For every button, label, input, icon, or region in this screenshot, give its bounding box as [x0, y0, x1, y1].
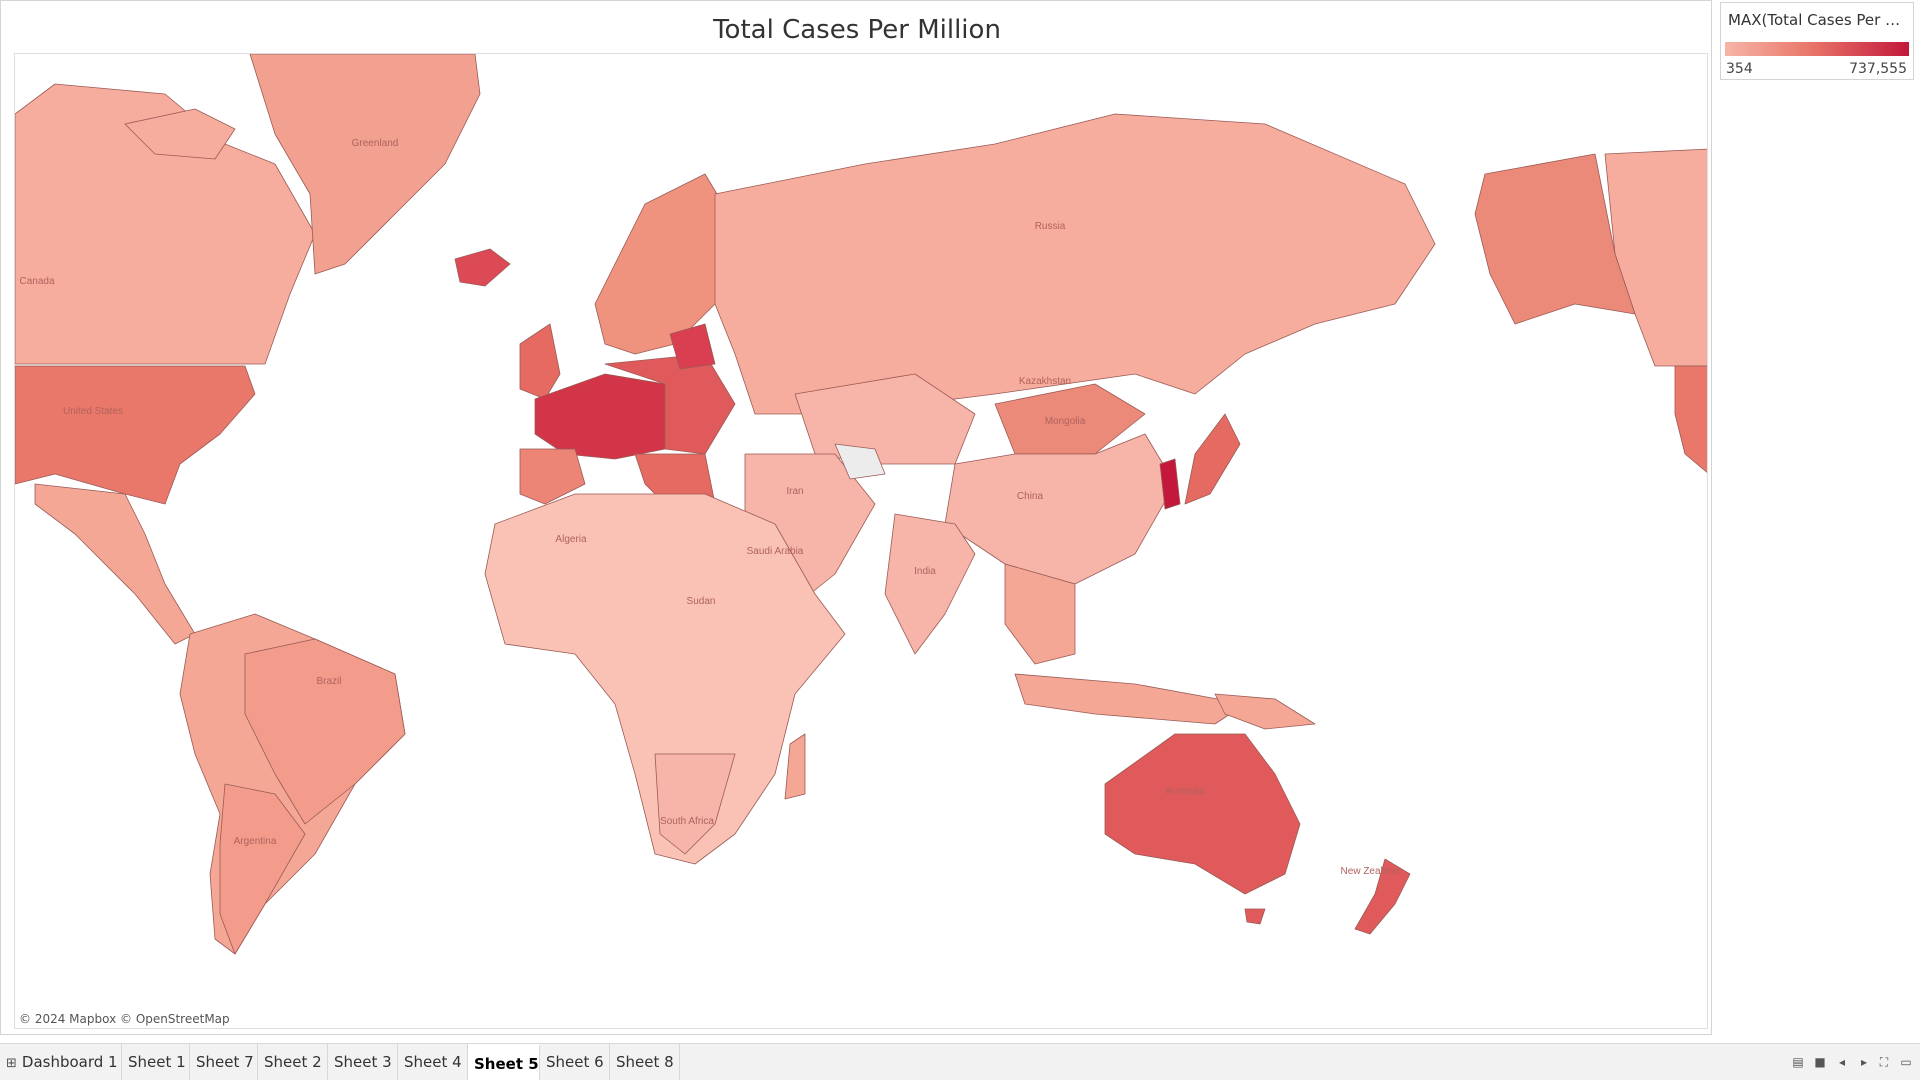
show-filmstrip-icon[interactable]: ■	[1814, 1055, 1826, 1069]
region-mexico-central-america	[34, 483, 196, 645]
label-greenland: Greenland	[352, 138, 399, 149]
region-uncolored-turkmenistan	[834, 443, 886, 480]
label-new-zealand: New Zealand	[1341, 866, 1400, 877]
label-south-africa: South Africa	[660, 816, 714, 827]
label-australia: Australia	[1166, 786, 1205, 797]
region-australia	[1104, 733, 1301, 895]
region-greenland	[249, 54, 481, 275]
color-legend[interactable]: MAX(Total Cases Per M... 354 737,555	[1720, 2, 1914, 80]
choropleth-map[interactable]: Greenland Canada United States Russia Ka…	[14, 53, 1708, 1029]
world-map-svg[interactable]: Greenland Canada United States Russia Ka…	[15, 54, 1708, 1029]
label-sudan: Sudan	[687, 596, 716, 607]
tab-sheet-1[interactable]: Sheet 1	[122, 1044, 190, 1080]
region-china	[944, 433, 1176, 585]
region-brazil	[244, 638, 406, 825]
worksheet-panel: Total Cases Per Million	[0, 0, 1712, 1035]
map-attribution[interactable]: © 2024 Mapbox © OpenStreetMap	[19, 1012, 230, 1026]
region-africa	[484, 493, 846, 865]
region-scandinavia	[594, 173, 736, 355]
tab-sheet-3[interactable]: Sheet 3	[328, 1044, 398, 1080]
region-southern-africa	[654, 753, 736, 855]
label-india: India	[914, 566, 936, 577]
region-new-zealand	[1354, 858, 1411, 935]
dashboard-grid-icon: ⊞	[6, 1056, 17, 1071]
label-china: China	[1017, 491, 1044, 502]
region-alaska	[1474, 153, 1636, 325]
tab-sheet-2[interactable]: Sheet 2	[258, 1044, 328, 1080]
label-saudi-arabia: Saudi Arabia	[747, 546, 804, 557]
region-baltics	[669, 323, 716, 370]
region-arctic-islands	[124, 108, 236, 160]
label-russia: Russia	[1035, 221, 1066, 232]
presentation-mode-icon[interactable]: ▭	[1900, 1055, 1912, 1069]
region-indonesia	[1014, 673, 1246, 725]
tab-sheet-7[interactable]: Sheet 7	[190, 1044, 258, 1080]
tab-label: Dashboard 1	[21, 1053, 118, 1071]
legend-max-value: 737,555	[1849, 61, 1907, 77]
region-iceland	[454, 248, 511, 287]
region-japan	[1184, 413, 1241, 505]
region-uk	[519, 323, 561, 400]
tab-sheet-4[interactable]: Sheet 4	[398, 1044, 468, 1080]
label-canada: Canada	[19, 276, 54, 287]
region-canada	[15, 83, 316, 365]
region-korea	[1159, 458, 1181, 510]
tab-sheet-6[interactable]: Sheet 6	[540, 1044, 610, 1080]
label-argentina: Argentina	[234, 836, 277, 847]
region-alaska-east	[1604, 148, 1707, 367]
previous-sheet-icon[interactable]: ◂	[1838, 1055, 1846, 1069]
region-mongolia	[994, 383, 1146, 455]
label-kazakhstan: Kazakhstan	[1019, 376, 1071, 387]
region-usa	[15, 365, 256, 505]
tab-sheet-5[interactable]: Sheet 5	[468, 1044, 540, 1080]
region-iberia	[519, 448, 586, 505]
region-madagascar	[784, 733, 806, 800]
region-tasmania	[1244, 908, 1266, 925]
region-argentina	[219, 783, 306, 955]
region-india	[884, 513, 976, 655]
region-usa-west	[1674, 365, 1707, 473]
region-western-europe	[534, 373, 666, 460]
tab-dashboard-1[interactable]: ⊞ Dashboard 1	[0, 1044, 122, 1080]
legend-title: MAX(Total Cases Per M...	[1728, 11, 1908, 29]
region-southeast-asia	[1004, 563, 1076, 665]
sheet-tab-bar: ⊞ Dashboard 1 Sheet 1 Sheet 7 Sheet 2 She…	[0, 1043, 1920, 1080]
region-russia	[714, 113, 1436, 415]
legend-color-ramp[interactable]	[1725, 42, 1909, 56]
label-iran: Iran	[786, 486, 803, 497]
label-mongolia: Mongolia	[1045, 416, 1086, 427]
sheet-title: Total Cases Per Million	[713, 15, 1001, 45]
next-sheet-icon[interactable]: ▸	[1860, 1055, 1868, 1069]
label-brazil: Brazil	[316, 676, 341, 687]
legend-min-value: 354	[1726, 61, 1753, 77]
label-algeria: Algeria	[555, 534, 587, 545]
label-united-states: United States	[63, 406, 123, 417]
region-papua	[1214, 693, 1316, 730]
fit-width-icon[interactable]: ⛶	[1879, 1055, 1889, 1069]
tab-sheet-8[interactable]: Sheet 8	[610, 1044, 680, 1080]
show-sheet-sorter-icon[interactable]: ▤	[1792, 1055, 1804, 1069]
